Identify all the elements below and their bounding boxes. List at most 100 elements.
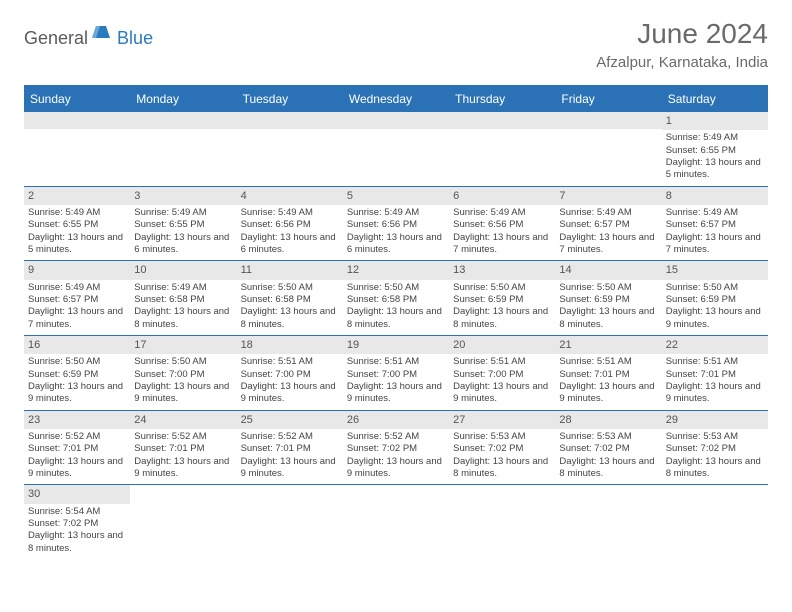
sunset-text: Sunset: 7:00 PM: [134, 369, 232, 381]
sunset-text: Sunset: 6:56 PM: [241, 219, 339, 231]
sunrise-text: Sunrise: 5:52 AM: [28, 431, 126, 443]
week-row: 9Sunrise: 5:49 AMSunset: 6:57 PMDaylight…: [24, 261, 768, 336]
cell-body: Sunrise: 5:53 AMSunset: 7:02 PMDaylight:…: [555, 429, 661, 484]
sunset-text: Sunset: 6:57 PM: [28, 294, 126, 306]
cell-body: Sunrise: 5:51 AMSunset: 7:01 PMDaylight:…: [662, 354, 768, 409]
sunrise-text: Sunrise: 5:49 AM: [134, 207, 232, 219]
cell-body: Sunrise: 5:49 AMSunset: 6:57 PMDaylight:…: [24, 280, 130, 335]
cell-body: Sunrise: 5:49 AMSunset: 6:55 PMDaylight:…: [130, 205, 236, 260]
sunset-text: Sunset: 6:56 PM: [453, 219, 551, 231]
sunset-text: Sunset: 6:55 PM: [28, 219, 126, 231]
daylight-text: Daylight: 13 hours and 9 minutes.: [134, 456, 232, 481]
daylight-text: Daylight: 13 hours and 9 minutes.: [347, 456, 445, 481]
daylight-text: Daylight: 13 hours and 7 minutes.: [28, 306, 126, 331]
day-number: 23: [24, 411, 130, 429]
calendar-cell: 11Sunrise: 5:50 AMSunset: 6:58 PMDayligh…: [237, 261, 343, 335]
daylight-text: Daylight: 13 hours and 8 minutes.: [134, 306, 232, 331]
sunset-text: Sunset: 6:58 PM: [241, 294, 339, 306]
daylight-text: Daylight: 13 hours and 5 minutes.: [666, 157, 764, 182]
week-row: 2Sunrise: 5:49 AMSunset: 6:55 PMDaylight…: [24, 187, 768, 262]
day-number: 11: [237, 261, 343, 279]
calendar-cell: 29Sunrise: 5:53 AMSunset: 7:02 PMDayligh…: [662, 411, 768, 485]
calendar-cell: [24, 112, 130, 186]
daylight-text: Daylight: 13 hours and 8 minutes.: [453, 306, 551, 331]
day-number: 21: [555, 336, 661, 354]
location-text: Afzalpur, Karnataka, India: [596, 54, 768, 71]
calendar-cell: 1Sunrise: 5:49 AMSunset: 6:55 PMDaylight…: [662, 112, 768, 186]
daylight-text: Daylight: 13 hours and 7 minutes.: [559, 232, 657, 257]
month-title: June 2024: [596, 18, 768, 50]
day-number: 16: [24, 336, 130, 354]
calendar-cell: 12Sunrise: 5:50 AMSunset: 6:58 PMDayligh…: [343, 261, 449, 335]
cell-body: Sunrise: 5:50 AMSunset: 7:00 PMDaylight:…: [130, 354, 236, 409]
day-number: 18: [237, 336, 343, 354]
sunset-text: Sunset: 6:55 PM: [134, 219, 232, 231]
daylight-text: Daylight: 13 hours and 9 minutes.: [28, 381, 126, 406]
calendar-cell: 2Sunrise: 5:49 AMSunset: 6:55 PMDaylight…: [24, 187, 130, 261]
header: General Blue June 2024 Afzalpur, Karnata…: [0, 0, 792, 77]
cell-body: Sunrise: 5:50 AMSunset: 6:59 PMDaylight:…: [24, 354, 130, 409]
empty-daynum: [555, 112, 661, 129]
day-header-cell: Thursday: [449, 87, 555, 112]
day-header-cell: Monday: [130, 87, 236, 112]
calendar-cell: 20Sunrise: 5:51 AMSunset: 7:00 PMDayligh…: [449, 336, 555, 410]
sunset-text: Sunset: 7:02 PM: [666, 443, 764, 455]
sunrise-text: Sunrise: 5:50 AM: [347, 282, 445, 294]
sunset-text: Sunset: 6:55 PM: [666, 145, 764, 157]
daylight-text: Daylight: 13 hours and 8 minutes.: [559, 456, 657, 481]
day-number: 24: [130, 411, 236, 429]
calendar-cell: [449, 112, 555, 186]
week-row: 1Sunrise: 5:49 AMSunset: 6:55 PMDaylight…: [24, 112, 768, 187]
calendar-cell: 19Sunrise: 5:51 AMSunset: 7:00 PMDayligh…: [343, 336, 449, 410]
logo-text-general: General: [24, 28, 88, 49]
day-header-row: SundayMondayTuesdayWednesdayThursdayFrid…: [24, 87, 768, 112]
sunrise-text: Sunrise: 5:51 AM: [559, 356, 657, 368]
calendar-cell: [449, 485, 555, 559]
sunset-text: Sunset: 7:02 PM: [559, 443, 657, 455]
empty-daynum: [237, 112, 343, 129]
day-number: 27: [449, 411, 555, 429]
day-number: 25: [237, 411, 343, 429]
calendar-cell: 17Sunrise: 5:50 AMSunset: 7:00 PMDayligh…: [130, 336, 236, 410]
daylight-text: Daylight: 13 hours and 9 minutes.: [666, 306, 764, 331]
calendar-cell: [555, 485, 661, 559]
calendar-cell: [237, 485, 343, 559]
day-number: 13: [449, 261, 555, 279]
calendar-cell: 28Sunrise: 5:53 AMSunset: 7:02 PMDayligh…: [555, 411, 661, 485]
day-number: 19: [343, 336, 449, 354]
sunrise-text: Sunrise: 5:51 AM: [241, 356, 339, 368]
daylight-text: Daylight: 13 hours and 9 minutes.: [347, 381, 445, 406]
day-number: 6: [449, 187, 555, 205]
calendar-cell: [555, 112, 661, 186]
sunrise-text: Sunrise: 5:49 AM: [28, 282, 126, 294]
day-number: 28: [555, 411, 661, 429]
cell-body: Sunrise: 5:49 AMSunset: 6:58 PMDaylight:…: [130, 280, 236, 335]
daylight-text: Daylight: 13 hours and 9 minutes.: [666, 381, 764, 406]
sunset-text: Sunset: 7:01 PM: [666, 369, 764, 381]
day-number: 22: [662, 336, 768, 354]
sunset-text: Sunset: 6:59 PM: [559, 294, 657, 306]
sunset-text: Sunset: 6:56 PM: [347, 219, 445, 231]
calendar-cell: 23Sunrise: 5:52 AMSunset: 7:01 PMDayligh…: [24, 411, 130, 485]
calendar-cell: 3Sunrise: 5:49 AMSunset: 6:55 PMDaylight…: [130, 187, 236, 261]
sunset-text: Sunset: 7:01 PM: [241, 443, 339, 455]
day-number: 10: [130, 261, 236, 279]
daylight-text: Daylight: 13 hours and 9 minutes.: [453, 381, 551, 406]
calendar-cell: [343, 112, 449, 186]
sunrise-text: Sunrise: 5:51 AM: [453, 356, 551, 368]
sunrise-text: Sunrise: 5:49 AM: [453, 207, 551, 219]
sunrise-text: Sunrise: 5:49 AM: [666, 207, 764, 219]
day-number: 12: [343, 261, 449, 279]
day-header-cell: Tuesday: [237, 87, 343, 112]
sunrise-text: Sunrise: 5:50 AM: [241, 282, 339, 294]
daylight-text: Daylight: 13 hours and 8 minutes.: [453, 456, 551, 481]
day-number: 7: [555, 187, 661, 205]
title-block: June 2024 Afzalpur, Karnataka, India: [596, 18, 768, 71]
calendar-cell: 13Sunrise: 5:50 AMSunset: 6:59 PMDayligh…: [449, 261, 555, 335]
cell-body: Sunrise: 5:51 AMSunset: 7:01 PMDaylight:…: [555, 354, 661, 409]
cell-body: Sunrise: 5:49 AMSunset: 6:56 PMDaylight:…: [343, 205, 449, 260]
calendar-cell: 14Sunrise: 5:50 AMSunset: 6:59 PMDayligh…: [555, 261, 661, 335]
empty-daynum: [343, 112, 449, 129]
daylight-text: Daylight: 13 hours and 7 minutes.: [453, 232, 551, 257]
sunrise-text: Sunrise: 5:49 AM: [347, 207, 445, 219]
